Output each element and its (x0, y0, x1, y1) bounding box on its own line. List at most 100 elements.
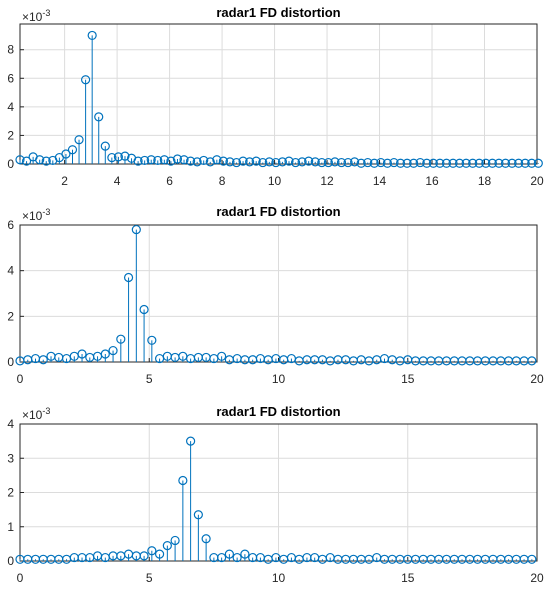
stem-marker (350, 157, 360, 167)
x-tick-label: 16 (425, 174, 439, 188)
stem-marker (277, 157, 288, 167)
stem-marker (218, 156, 228, 166)
stem-marker (133, 156, 143, 166)
x-tick-label: 10 (272, 571, 286, 585)
stem-marker (192, 157, 202, 167)
y-tick-label: 2 (7, 309, 14, 323)
stem-marker (507, 158, 517, 168)
stem-marker (178, 475, 188, 486)
stem-marker (297, 157, 307, 167)
x-tick-label: 15 (401, 571, 415, 585)
stem-marker (217, 351, 227, 361)
stem-marker (41, 156, 51, 166)
stem-series (15, 436, 537, 564)
y-exponent-power: -3 (42, 8, 50, 18)
stem-marker (100, 349, 110, 359)
y-exponent-label: ×10-3 (22, 8, 50, 24)
stem-marker (108, 345, 118, 356)
stem-marker (369, 158, 379, 168)
stem-marker (284, 156, 294, 166)
stem-marker (100, 141, 110, 151)
stem-marker (113, 152, 124, 162)
stem-marker (271, 157, 281, 168)
stem-marker (356, 158, 366, 168)
x-tick-label: 8 (219, 174, 226, 188)
y-exponent-power: -3 (42, 207, 50, 217)
y-tick-label: 0 (7, 157, 14, 171)
stem-marker (494, 158, 504, 168)
stem-marker (139, 551, 149, 561)
subplot-1: 2 4 6 8 10 12 14 16 18 20 0 2 4 6 8 ×10-3 radar1 FD dist… (7, 5, 544, 188)
x-tick-label: 14 (373, 174, 387, 188)
stem-marker (304, 156, 314, 166)
stem-marker (217, 552, 227, 563)
stem-marker (468, 158, 478, 168)
stem-marker (35, 155, 45, 165)
x-tick-label: 5 (146, 372, 153, 386)
stem-marker (224, 549, 234, 559)
stem-marker (154, 549, 165, 559)
x-tick-label: 0 (17, 372, 24, 386)
stem-marker (527, 158, 537, 168)
stem-marker (172, 154, 183, 164)
stem-marker (81, 75, 91, 85)
stem-marker (107, 152, 117, 163)
y-tick-label: 2 (7, 486, 14, 500)
stem-marker (382, 158, 393, 168)
stem-marker (251, 156, 261, 166)
stem-marker (245, 157, 255, 167)
stem-marker (225, 157, 235, 167)
stem-marker (395, 158, 406, 168)
x-tick-label: 20 (530, 571, 544, 585)
x-tick-label: 0 (17, 571, 24, 585)
plot-title: radar1 FD distortion (216, 204, 340, 219)
stem-marker (139, 304, 149, 315)
y-tick-label: 2 (7, 128, 14, 142)
stem-marker (258, 157, 268, 168)
stem-series (15, 224, 537, 366)
stem-marker (240, 549, 250, 559)
stem-marker (461, 158, 471, 168)
stem-marker (61, 149, 71, 159)
x-tick-label: 6 (166, 174, 173, 188)
x-tick-label: 10 (272, 372, 286, 386)
stem-marker (94, 112, 104, 122)
stem-marker (487, 158, 497, 168)
stem-marker (170, 535, 180, 546)
stem-marker (147, 546, 157, 556)
stem-marker (514, 158, 524, 168)
axes-box (19, 23, 538, 165)
stem-marker (264, 157, 274, 167)
stem-marker (402, 158, 412, 168)
stem-marker (201, 534, 211, 544)
stem-marker (185, 156, 196, 166)
stem-marker (500, 158, 511, 168)
stem-marker (87, 30, 97, 41)
y-tick-label: 4 (7, 264, 14, 278)
stem-marker (205, 157, 215, 167)
stem-marker (166, 156, 176, 166)
stem-marker (409, 158, 419, 168)
y-tick-label: 0 (7, 355, 14, 369)
stem-marker (21, 156, 32, 166)
stem-marker (533, 158, 543, 168)
stem-marker (310, 157, 320, 167)
y-tick-label: 3 (7, 451, 14, 465)
x-tick-label: 12 (320, 174, 334, 188)
y-tick-label: 4 (7, 100, 14, 114)
stem-marker (474, 158, 484, 168)
stem-marker (454, 158, 465, 168)
x-tick-label: 10 (268, 174, 282, 188)
stem-marker (520, 158, 530, 168)
stem-marker (77, 349, 87, 359)
stem-marker (159, 155, 169, 165)
stem-marker (323, 157, 333, 168)
x-tick-label: 4 (114, 174, 121, 188)
stem-marker (343, 157, 353, 168)
stem-marker (336, 157, 347, 168)
x-tick-label: 20 (530, 174, 544, 188)
stem-marker (448, 158, 458, 168)
stem-marker (15, 155, 25, 165)
stem-marker (38, 355, 48, 365)
